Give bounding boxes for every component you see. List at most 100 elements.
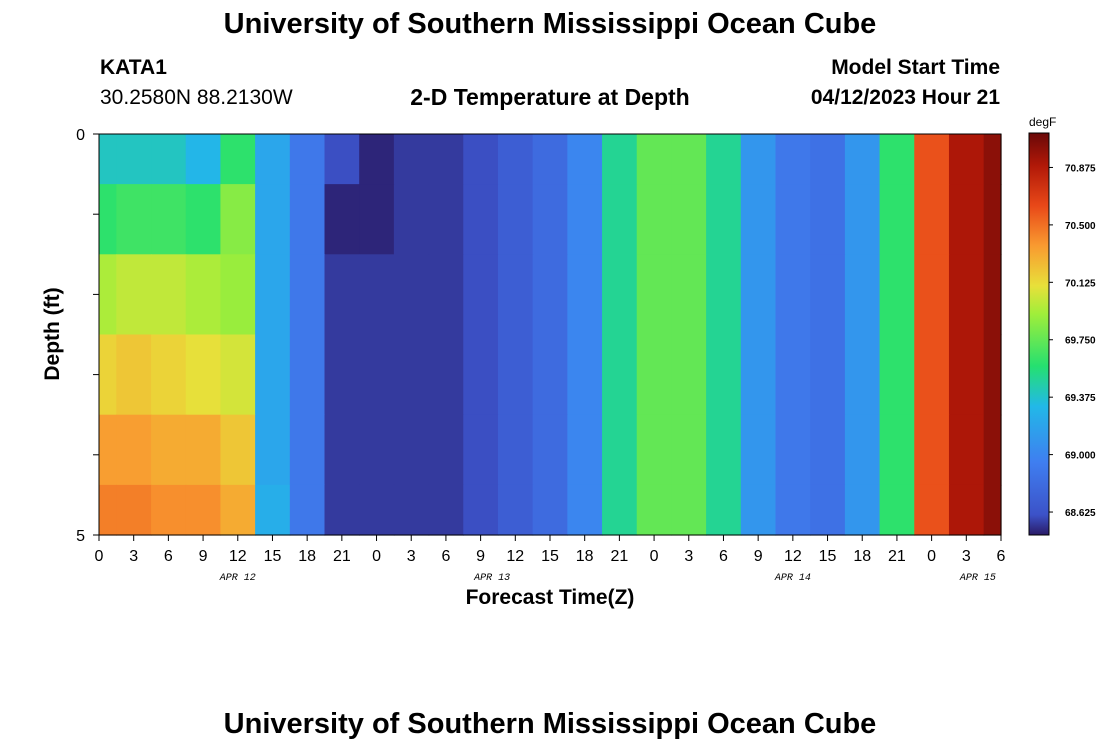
heatmap-cell (567, 414, 603, 486)
heatmap-cell (324, 184, 360, 255)
heatmap-cell (359, 334, 395, 416)
colorbar-tick-label: 68.625 (1065, 508, 1096, 519)
x-tick-label: 18 (576, 548, 594, 565)
heatmap-cell (99, 484, 117, 536)
heatmap-cell (602, 254, 638, 336)
heatmap-cell (497, 184, 534, 255)
station-coordinates: 30.2580N 88.2130W (100, 86, 293, 109)
heatmap-cell (185, 134, 222, 185)
colorbar: 70.875 70.500 70.125 69.750 69.375 69.000 68.6… (1028, 132, 1096, 536)
x-tick-label: 12 (229, 548, 247, 565)
x-date-label: APR 14 (774, 573, 811, 584)
heatmap-cell (463, 134, 499, 185)
heatmap-cell (740, 484, 777, 536)
heatmap-cell (324, 254, 360, 336)
heatmap-cell (289, 484, 326, 536)
heatmap-cell (879, 334, 915, 416)
heatmap-cell (914, 254, 950, 336)
heatmap-cell (255, 254, 291, 336)
footer-title: University of Southern Mississippi Ocean… (223, 708, 877, 740)
x-date-label: APR 13 (473, 573, 510, 584)
colorbar-tick-label: 69.375 (1065, 393, 1096, 404)
x-tick-label: 9 (754, 548, 763, 565)
heatmap-cell (428, 334, 464, 416)
heatmap-cell (255, 184, 291, 255)
heatmap-cell (116, 184, 152, 255)
heatmap-cell (706, 184, 742, 255)
heatmap-cell (914, 484, 950, 536)
heatmap-cell (497, 254, 534, 336)
heatmap-cell (706, 414, 742, 486)
heatmap-cell (636, 414, 673, 486)
heatmap-cell (151, 414, 187, 486)
x-tick-label: 21 (333, 548, 351, 565)
heatmap-cell (497, 334, 534, 416)
heatmap-cell (740, 414, 777, 486)
x-tick-label: 0 (372, 548, 381, 565)
heatmap-cell (948, 134, 985, 185)
heatmap-cell (740, 184, 777, 255)
y-tick-label: 5 (76, 528, 85, 545)
heatmap-cell (428, 184, 464, 255)
heatmap-cell (844, 484, 881, 536)
colorbar-unit: degF (1029, 115, 1056, 129)
x-tick-label: 6 (719, 548, 728, 565)
page-title: University of Southern Mississippi Ocean… (223, 8, 877, 40)
heatmap-cell (99, 334, 117, 416)
heatmap-cell (463, 484, 499, 536)
heatmap-cell (359, 184, 395, 255)
x-tick-label: 3 (962, 548, 971, 565)
heatmap-cell (706, 134, 742, 185)
heatmap-cell (810, 184, 846, 255)
x-date-label: APR 15 (959, 573, 996, 584)
heatmap-cell (948, 334, 985, 416)
colorbar-scale (1028, 132, 1050, 536)
station-id: KATA1 (100, 56, 167, 79)
x-axis-title: Forecast Time(Z) (466, 586, 635, 609)
heatmap-cell (532, 334, 568, 416)
x-date-label: APR 12 (219, 573, 256, 584)
heatmap-cell (567, 184, 603, 255)
heatmap-cell (810, 414, 846, 486)
heatmap-cell (428, 414, 464, 486)
heatmap-cell (706, 484, 742, 536)
chart-subtitle: 2-D Temperature at Depth (410, 84, 690, 110)
y-axis: 05 (76, 127, 100, 545)
heatmap-cell (948, 184, 985, 255)
heatmap-cell (983, 134, 1002, 185)
heatmap-cell (914, 134, 950, 185)
heatmap-cell (359, 484, 395, 536)
heatmap-cell (497, 414, 534, 486)
heatmap-cell (879, 134, 915, 185)
x-tick-label: 3 (684, 548, 693, 565)
x-tick-label: 9 (476, 548, 485, 565)
heatmap-cell (879, 254, 915, 336)
heatmap-cell (151, 134, 187, 185)
colorbar-tick-label: 69.000 (1065, 451, 1096, 462)
heatmap-cell (220, 134, 256, 185)
heatmap-cell (740, 254, 777, 336)
heatmap-cell (879, 414, 915, 486)
heatmap-cell (289, 184, 326, 255)
x-tick-label: 6 (997, 548, 1006, 565)
x-tick-label: 6 (441, 548, 450, 565)
heatmap-cell (914, 414, 950, 486)
heatmap-cell (151, 484, 187, 536)
heatmap-cell (567, 334, 603, 416)
heatmap-cell (393, 134, 430, 185)
heatmap-cell (740, 334, 777, 416)
heatmap-cell (567, 134, 603, 185)
heatmap-cell (879, 184, 915, 255)
heatmap-cell (983, 414, 1002, 486)
heatmap-cell (428, 484, 464, 536)
heatmap-cell (602, 184, 638, 255)
heatmap-cell (220, 484, 256, 536)
heatmap-cell (151, 184, 187, 255)
heatmap-cell (602, 334, 638, 416)
heatmap-cell (706, 334, 742, 416)
x-tick-label: 3 (407, 548, 416, 565)
heatmap-cell (671, 184, 707, 255)
heatmap-cell (116, 254, 152, 336)
heatmap-cell (220, 254, 256, 336)
colorbar-tick-label: 70.125 (1065, 278, 1096, 289)
